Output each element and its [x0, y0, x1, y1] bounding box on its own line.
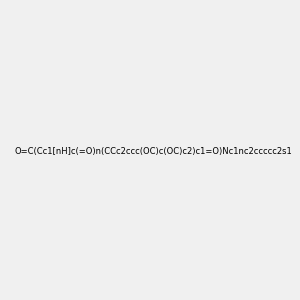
Text: O=C(Cc1[nH]c(=O)n(CCc2ccc(OC)c(OC)c2)c1=O)Nc1nc2ccccc2s1: O=C(Cc1[nH]c(=O)n(CCc2ccc(OC)c(OC)c2)c1=… — [15, 147, 292, 156]
